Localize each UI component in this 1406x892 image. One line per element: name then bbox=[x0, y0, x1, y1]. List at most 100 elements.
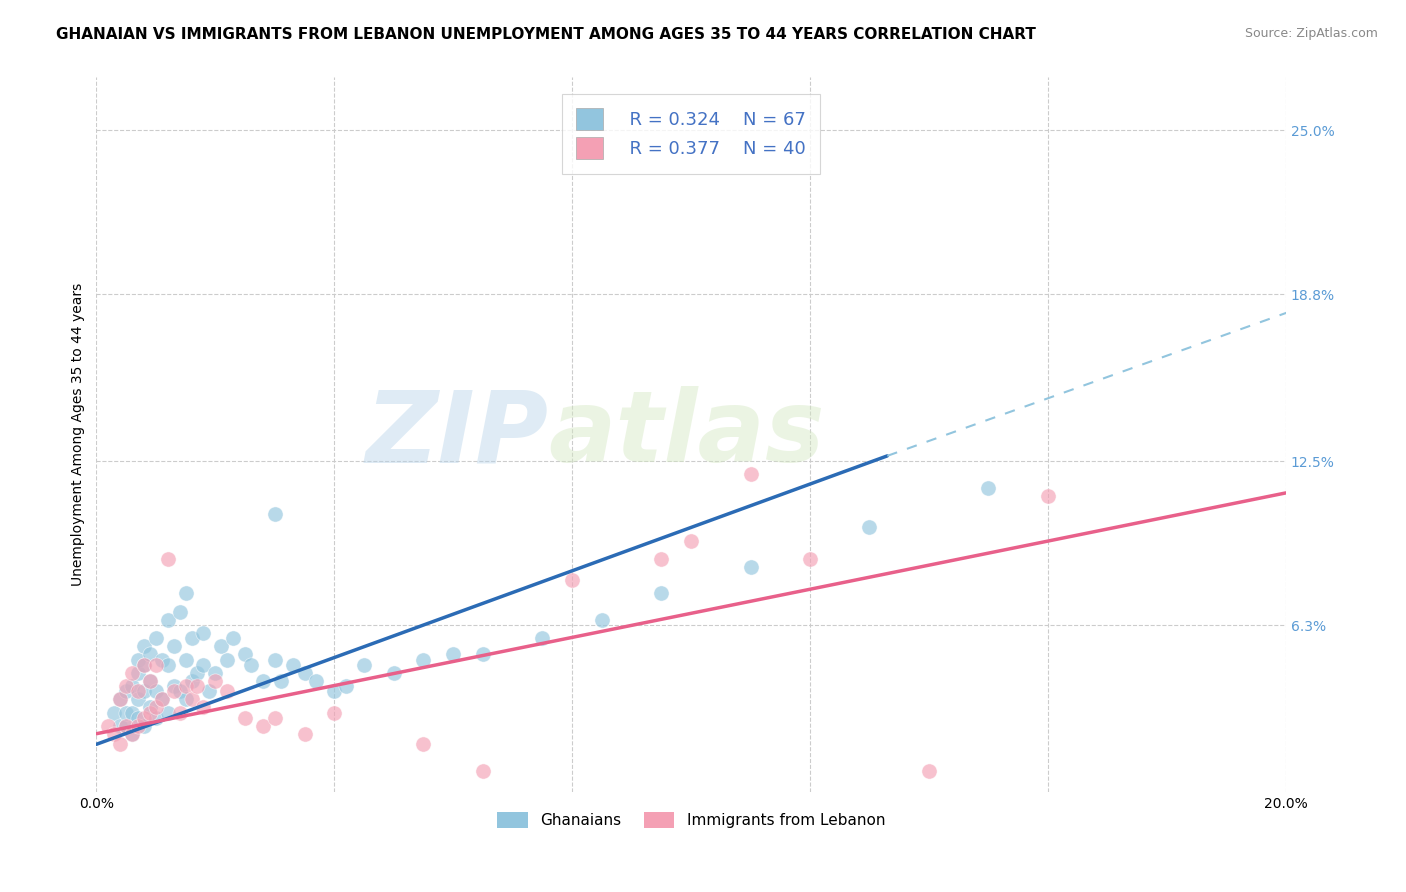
Point bbox=[139, 700, 162, 714]
Point bbox=[740, 467, 762, 482]
Point bbox=[561, 574, 583, 588]
Point bbox=[281, 657, 304, 672]
Y-axis label: Unemployment Among Ages 35 to 44 years: Unemployment Among Ages 35 to 44 years bbox=[72, 283, 86, 586]
Point bbox=[471, 648, 494, 662]
Point bbox=[97, 719, 120, 733]
Text: atlas: atlas bbox=[548, 386, 825, 483]
Point bbox=[132, 657, 155, 672]
Point bbox=[139, 673, 162, 688]
Point bbox=[156, 552, 179, 566]
Point bbox=[240, 657, 263, 672]
Point bbox=[145, 657, 167, 672]
Point bbox=[139, 648, 162, 662]
Point bbox=[115, 679, 138, 693]
Point bbox=[115, 684, 138, 698]
Point bbox=[103, 706, 125, 720]
Point bbox=[233, 648, 256, 662]
Point bbox=[150, 653, 173, 667]
Point bbox=[174, 692, 197, 706]
Point bbox=[121, 665, 143, 680]
Point bbox=[127, 653, 149, 667]
Point bbox=[169, 684, 191, 698]
Point bbox=[1036, 489, 1059, 503]
Point bbox=[209, 640, 232, 654]
Legend: Ghanaians, Immigrants from Lebanon: Ghanaians, Immigrants from Lebanon bbox=[491, 806, 891, 834]
Point bbox=[471, 764, 494, 778]
Point bbox=[799, 552, 821, 566]
Point bbox=[977, 481, 1000, 495]
Point bbox=[108, 692, 131, 706]
Point bbox=[323, 706, 346, 720]
Point bbox=[263, 653, 285, 667]
Point bbox=[174, 653, 197, 667]
Point bbox=[150, 692, 173, 706]
Point bbox=[115, 719, 138, 733]
Text: ZIP: ZIP bbox=[366, 386, 548, 483]
Point bbox=[174, 586, 197, 600]
Point bbox=[127, 719, 149, 733]
Point bbox=[186, 679, 208, 693]
Point bbox=[132, 711, 155, 725]
Text: Source: ZipAtlas.com: Source: ZipAtlas.com bbox=[1244, 27, 1378, 40]
Point bbox=[139, 673, 162, 688]
Point bbox=[145, 700, 167, 714]
Point bbox=[531, 632, 554, 646]
Point bbox=[145, 632, 167, 646]
Point bbox=[156, 613, 179, 627]
Point bbox=[180, 692, 202, 706]
Point bbox=[252, 673, 274, 688]
Point bbox=[353, 657, 375, 672]
Point bbox=[591, 613, 613, 627]
Point bbox=[305, 673, 328, 688]
Point bbox=[263, 507, 285, 521]
Point bbox=[121, 727, 143, 741]
Point bbox=[198, 684, 221, 698]
Point bbox=[145, 684, 167, 698]
Point bbox=[132, 719, 155, 733]
Point bbox=[740, 560, 762, 574]
Point bbox=[163, 679, 186, 693]
Text: GHANAIAN VS IMMIGRANTS FROM LEBANON UNEMPLOYMENT AMONG AGES 35 TO 44 YEARS CORRE: GHANAIAN VS IMMIGRANTS FROM LEBANON UNEM… bbox=[56, 27, 1036, 42]
Point bbox=[233, 711, 256, 725]
Point bbox=[163, 640, 186, 654]
Point bbox=[217, 653, 239, 667]
Point bbox=[132, 640, 155, 654]
Point bbox=[193, 700, 215, 714]
Point bbox=[441, 648, 464, 662]
Point bbox=[108, 692, 131, 706]
Point bbox=[180, 632, 202, 646]
Point bbox=[186, 665, 208, 680]
Point bbox=[115, 719, 138, 733]
Point bbox=[127, 692, 149, 706]
Point bbox=[132, 684, 155, 698]
Point bbox=[108, 719, 131, 733]
Point bbox=[918, 764, 941, 778]
Point bbox=[163, 684, 186, 698]
Point bbox=[169, 706, 191, 720]
Point bbox=[270, 673, 292, 688]
Point bbox=[222, 632, 245, 646]
Point bbox=[323, 684, 346, 698]
Point bbox=[193, 657, 215, 672]
Point bbox=[681, 533, 703, 548]
Point bbox=[294, 727, 316, 741]
Point bbox=[650, 552, 672, 566]
Point bbox=[382, 665, 405, 680]
Point bbox=[174, 679, 197, 693]
Point bbox=[115, 706, 138, 720]
Point bbox=[217, 684, 239, 698]
Point bbox=[412, 737, 434, 751]
Point bbox=[127, 711, 149, 725]
Point bbox=[204, 673, 226, 688]
Point bbox=[103, 727, 125, 741]
Point bbox=[193, 626, 215, 640]
Point bbox=[180, 673, 202, 688]
Point bbox=[412, 653, 434, 667]
Point bbox=[169, 605, 191, 619]
Point bbox=[121, 706, 143, 720]
Point bbox=[127, 684, 149, 698]
Point bbox=[294, 665, 316, 680]
Point bbox=[252, 719, 274, 733]
Point bbox=[858, 520, 880, 534]
Point bbox=[150, 692, 173, 706]
